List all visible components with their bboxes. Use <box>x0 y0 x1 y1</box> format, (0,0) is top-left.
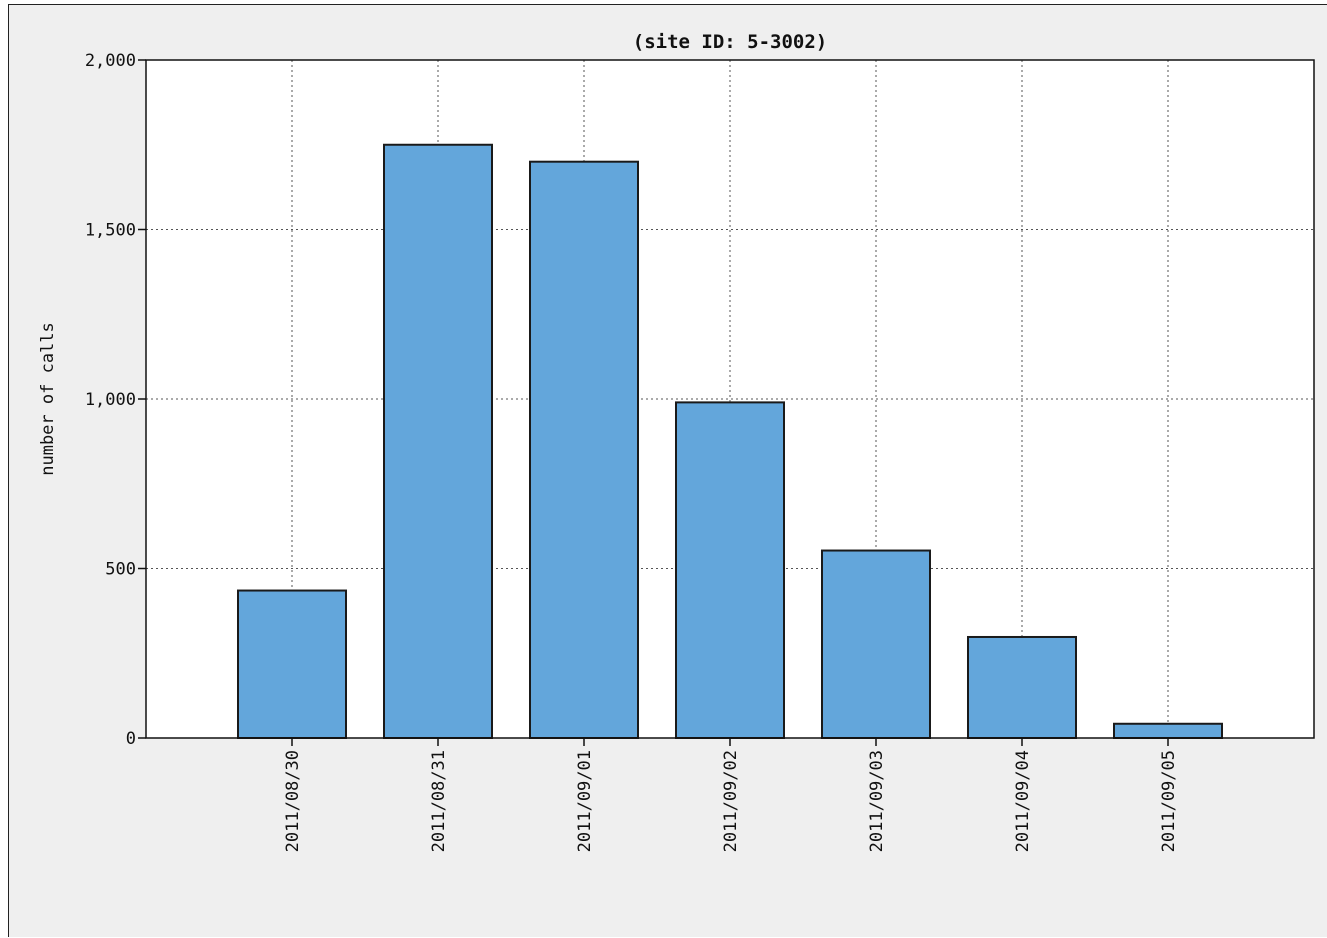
x-tick-label: 2011/09/02 <box>721 750 741 852</box>
bar-2011/09/04 <box>967 635 1077 740</box>
y-axis-title: number of calls <box>38 322 58 476</box>
bars <box>237 143 1223 740</box>
x-tick-label: 2011/08/31 <box>429 750 449 852</box>
bar-2011/09/03 <box>821 549 931 740</box>
chart-container: 0 500 1,000 1,500 2,000 2011/08/30 2011/08/31… <box>8 4 1327 937</box>
bar-2011/08/30 <box>237 589 347 739</box>
x-tick-label: 2011/08/30 <box>283 750 303 852</box>
y-tick-label: 1,000 <box>85 390 136 410</box>
bar-2011/09/05 <box>1113 722 1223 740</box>
bar-chart: 0 500 1,000 1,500 2,000 2011/08/30 2011/08/31… <box>38 31 1315 852</box>
x-tick-label: 2011/09/04 <box>1013 750 1033 852</box>
y-tick-label: 2,000 <box>85 51 136 71</box>
bar-2011/09/02 <box>675 401 785 739</box>
bar-2011/09/01 <box>529 160 639 739</box>
y-tick-label: 500 <box>105 560 136 580</box>
chart-title: (site ID: 5-3002) <box>633 31 827 53</box>
x-tick-label: 2011/09/03 <box>867 750 887 852</box>
bar-2011/08/31 <box>383 143 493 739</box>
x-tick-label: 2011/09/01 <box>575 750 595 852</box>
x-axis: 2011/08/30 2011/08/31 2011/09/01 2011/09/02… <box>283 738 1179 852</box>
y-axis: 0 500 1,000 1,500 2,000 <box>85 51 146 749</box>
y-tick-label: 1,500 <box>85 221 136 241</box>
x-tick-label: 2011/09/05 <box>1159 750 1179 852</box>
y-tick-label: 0 <box>126 729 136 749</box>
